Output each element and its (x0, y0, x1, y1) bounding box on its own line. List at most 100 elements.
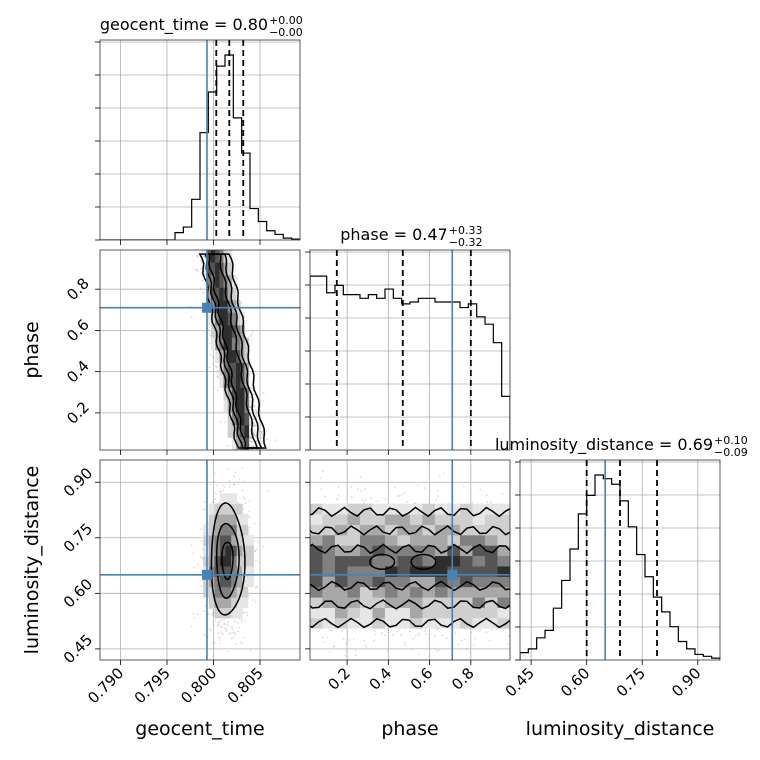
density-cell (397, 597, 411, 608)
sample-point (212, 501, 215, 504)
density-cell (384, 565, 398, 577)
sample-point (219, 490, 222, 493)
sample-point (261, 430, 263, 433)
sample-point (233, 620, 236, 623)
density-cell (372, 607, 386, 619)
sample-point (383, 634, 386, 637)
density-cell (227, 312, 233, 326)
sample-point (262, 545, 265, 548)
sample-point (485, 631, 487, 634)
density-cell (210, 312, 216, 326)
sample-point (256, 415, 258, 417)
sample-point (255, 548, 258, 551)
sample-point (259, 376, 261, 379)
sample-point (266, 437, 269, 440)
sample-point (251, 339, 253, 341)
density-cell (472, 586, 486, 598)
sample-point (242, 508, 245, 510)
density-cell (215, 274, 220, 288)
density-cell (347, 576, 361, 588)
density-cell (447, 586, 461, 598)
sample-point (258, 561, 261, 564)
density-cell (484, 586, 498, 598)
sample-point (249, 440, 252, 443)
density-cell (231, 312, 237, 326)
density-cell (397, 565, 411, 577)
density-cell (236, 374, 241, 388)
sample-point (199, 287, 202, 290)
density-cell (310, 586, 323, 598)
sample-point (252, 432, 255, 435)
sample-point (436, 489, 439, 492)
sample-point (253, 425, 256, 427)
density-cell (236, 437, 241, 450)
sample-point (233, 636, 235, 639)
density-cell (397, 607, 411, 619)
density-cell (359, 565, 373, 577)
sample-point (403, 491, 406, 494)
sample-point (208, 366, 211, 369)
density-cell (334, 617, 348, 629)
sample-point (373, 630, 376, 633)
sample-point (260, 430, 263, 433)
sample-point (260, 436, 263, 439)
sample-point (203, 292, 205, 295)
sample-point (350, 485, 353, 488)
sample-point (237, 621, 239, 624)
sample-point (237, 502, 240, 505)
sample-point (200, 571, 203, 574)
sample-point (236, 283, 239, 286)
density-cell (447, 597, 461, 608)
sample-point (190, 544, 193, 547)
sample-point (360, 490, 363, 492)
density-cell (215, 262, 220, 276)
density-cell (236, 362, 241, 376)
sample-point (251, 330, 254, 333)
density-cell (422, 607, 436, 619)
density-cell (206, 287, 212, 301)
sample-point (200, 259, 202, 262)
density-cell (347, 586, 361, 598)
sample-point (254, 586, 257, 589)
sample-point (190, 316, 193, 319)
density-cell (227, 324, 233, 338)
sample-point (238, 477, 241, 480)
sample-point (248, 405, 251, 408)
sample-point (328, 651, 331, 653)
sample-point (249, 424, 252, 427)
sample-point (335, 497, 338, 500)
sample-point (423, 630, 426, 633)
density-cell (244, 424, 250, 438)
sample-point (257, 540, 260, 543)
sample-point (255, 585, 258, 588)
sample-point (219, 623, 222, 626)
density-cell (384, 607, 398, 619)
sample-point (345, 642, 347, 645)
sample-point (253, 393, 256, 396)
density-cell (459, 597, 473, 608)
density-cell (472, 607, 486, 619)
sample-point (202, 291, 204, 294)
sample-point (203, 610, 206, 613)
sample-point (253, 433, 256, 435)
contour-level-0 (221, 541, 234, 581)
density-cell (242, 565, 254, 577)
density-cell (322, 565, 336, 577)
truth-point (201, 569, 212, 580)
sample-point (229, 483, 231, 486)
sample-point (200, 585, 203, 587)
sample-point (260, 441, 263, 444)
density-cell (497, 617, 510, 629)
sample-point (252, 431, 255, 434)
sample-point (404, 644, 406, 646)
density-cell (210, 262, 216, 276)
sample-point (195, 255, 198, 257)
sample-point (254, 424, 257, 427)
sample-point (324, 495, 326, 498)
sample-point (259, 430, 262, 433)
sample-point (233, 631, 236, 634)
sample-point (254, 550, 256, 552)
density-cell (322, 586, 336, 598)
density-cell (484, 607, 498, 619)
density-cell (409, 597, 423, 608)
